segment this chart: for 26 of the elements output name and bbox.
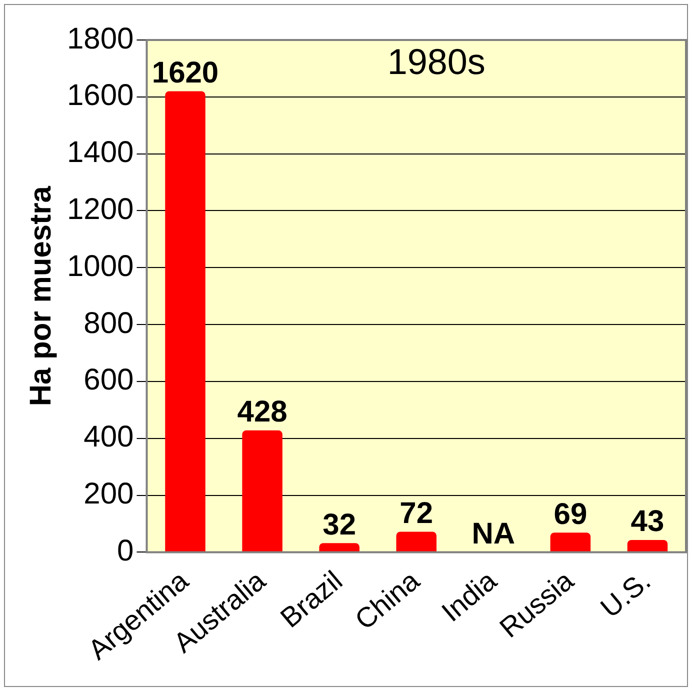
bar [627,540,668,552]
y-tick-label: 0 [117,534,134,568]
y-tick-label: 1200 [66,193,134,226]
text: NA [472,517,516,550]
y-tick-label: 600 [84,364,134,397]
y-tick-label: 400 [84,420,134,454]
bar [319,543,360,552]
data-label: 32 [322,508,356,542]
y-tick-label: 200 [84,478,134,511]
x-tick-label: U.S. [594,564,656,624]
data-label: 72 [400,496,434,530]
bar [242,430,282,552]
data-label: 43 [630,505,664,538]
bar [165,91,206,552]
data-label: 1620 [152,56,219,90]
y-tick-label: 1600 [66,79,134,112]
y-axis-title: Ha por muestra [24,186,58,406]
chart-title: 1980s [387,40,486,82]
y-tick-label: 1800 [66,22,134,56]
bar [550,532,591,552]
bar [396,532,436,552]
y-tick-label: 1000 [66,250,134,283]
y-tick-label: 1400 [66,136,134,170]
data-label: 428 [237,396,288,429]
data-label: 69 [554,498,588,531]
y-tick-label: 800 [84,306,134,340]
